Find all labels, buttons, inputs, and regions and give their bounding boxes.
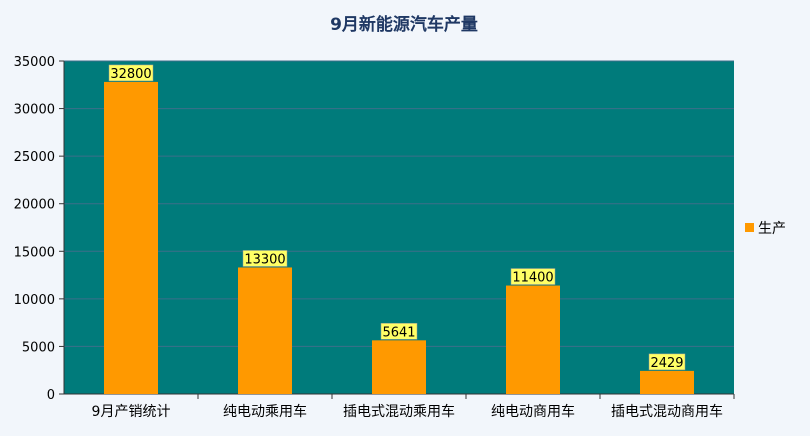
y-tick-label: 35000	[14, 55, 55, 70]
x-tick-label: 纯电动乘用车	[223, 403, 307, 420]
data-label-text: 5641	[382, 325, 415, 340]
bar	[640, 370, 694, 394]
x-tick-label: 插电式混动乘用车	[343, 403, 455, 420]
x-tick-label: 纯电动商用车	[491, 403, 575, 420]
y-tick-label: 0	[47, 388, 55, 403]
x-axis-ticks: 9月产销统计 纯电动乘用车 插电式混动乘用车 纯电动商用车 插电式混动商用车	[92, 394, 735, 420]
bar	[238, 267, 292, 394]
data-label: 2429	[648, 353, 686, 371]
x-tick-label: 插电式混动商用车	[611, 403, 723, 420]
y-tick-label: 10000	[14, 293, 55, 308]
legend-swatch	[745, 223, 754, 232]
x-tick-label: 9月产销统计	[92, 404, 171, 420]
bars	[104, 81, 694, 394]
data-label-box	[380, 323, 418, 340]
y-tick-label: 15000	[14, 245, 55, 260]
bar	[104, 81, 158, 394]
data-label: 32800	[108, 64, 154, 82]
data-label-box	[108, 64, 154, 82]
data-label-box	[510, 268, 556, 285]
y-tick-label: 25000	[14, 150, 55, 165]
data-label-box	[648, 353, 686, 371]
data-label: 13300	[242, 250, 288, 267]
data-label: 11400	[510, 268, 556, 286]
y-axis-ticks: 0 5000 10000 15000 20000 25000 30000 35000	[14, 55, 64, 403]
data-label: 5641	[380, 323, 418, 340]
legend-label: 生产	[758, 221, 786, 237]
y-tick-label: 30000	[14, 103, 55, 118]
data-label-text: 32800	[110, 67, 151, 82]
bar	[372, 340, 426, 394]
y-tick-label: 20000	[14, 198, 55, 213]
data-label-box	[242, 250, 288, 267]
data-label-text: 11400	[512, 271, 553, 286]
y-tick-label: 5000	[22, 340, 55, 355]
legend: 生产	[745, 221, 786, 237]
bar	[506, 285, 560, 394]
gridlines	[64, 60, 734, 347]
chart-title: 9月新能源汽车产量	[330, 14, 478, 35]
data-label-text: 13300	[244, 252, 285, 267]
data-labels: 32800 13300 5641 11400 2429	[108, 64, 686, 371]
data-label-text: 2429	[650, 356, 683, 371]
